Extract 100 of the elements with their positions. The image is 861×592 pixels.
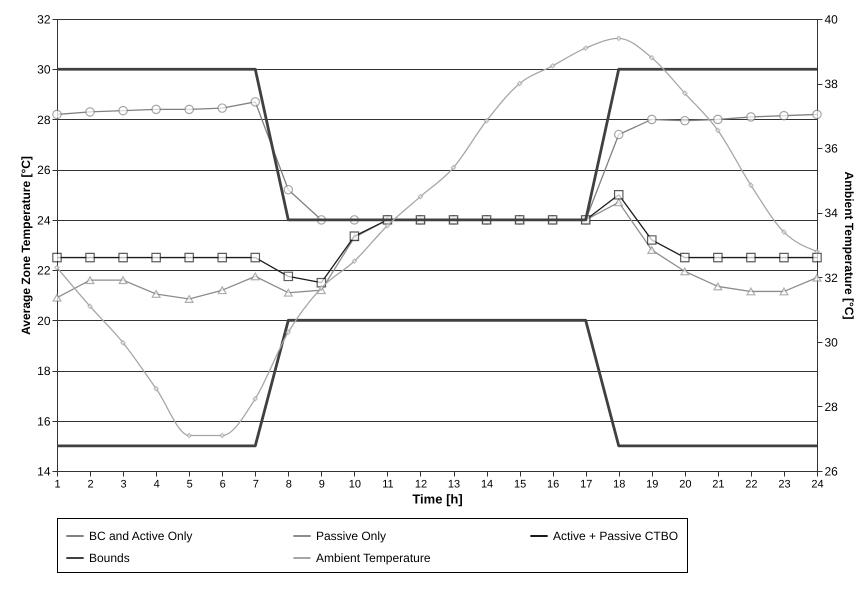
point — [713, 282, 722, 290]
y2-tick-label: 34 — [824, 206, 838, 220]
point — [746, 288, 756, 296]
y-tick-label: 22 — [37, 264, 51, 278]
point — [779, 288, 788, 296]
y-tick-label: 24 — [37, 213, 51, 228]
point — [713, 252, 723, 262]
point — [152, 290, 161, 298]
point — [746, 112, 756, 122]
y2-tick-label: 38 — [824, 77, 838, 92]
point — [118, 276, 128, 284]
point — [746, 252, 756, 262]
point — [682, 90, 688, 96]
y2-tick-label: 26 — [824, 464, 838, 478]
point — [450, 164, 456, 170]
point — [284, 184, 294, 195]
point — [352, 258, 358, 264]
legend-label: BC and Active Only — [89, 529, 192, 543]
x-tick-label: 5 — [186, 478, 193, 490]
x-tick-label: 17 — [580, 478, 592, 490]
point — [85, 107, 95, 117]
legend-label: Passive Only — [316, 529, 386, 543]
point — [151, 252, 161, 262]
point — [384, 222, 390, 228]
point — [284, 288, 293, 297]
x-tick-label: 1 — [54, 478, 61, 490]
point — [781, 229, 787, 235]
y-tick-label: 20 — [37, 314, 51, 328]
x-tick-label: 3 — [120, 478, 127, 490]
x-tick-label: 6 — [220, 478, 226, 490]
x-tick-label: 9 — [318, 478, 325, 490]
legend-label: Bounds — [89, 551, 130, 565]
x-tick-label: 4 — [154, 478, 160, 490]
y2-tick-label: 40 — [824, 12, 838, 26]
point — [153, 386, 159, 392]
x-tick-label: 7 — [252, 478, 259, 490]
point — [284, 272, 294, 282]
point — [217, 103, 227, 113]
point — [120, 340, 126, 346]
point — [614, 190, 624, 200]
point — [151, 104, 161, 114]
point — [218, 286, 227, 294]
y-tick-label: 30 — [37, 62, 51, 77]
x-tick-label: 20 — [679, 478, 692, 490]
x-tick-label: 16 — [547, 478, 560, 490]
y-tick-label: 32 — [37, 12, 51, 26]
point — [647, 114, 657, 124]
x-tick-label: 13 — [448, 478, 460, 490]
x-axis-title: Time [h] — [412, 492, 463, 506]
y2-tick-label: 28 — [824, 400, 838, 414]
point — [286, 329, 292, 335]
point — [118, 252, 128, 262]
point — [715, 128, 721, 134]
point — [250, 97, 260, 107]
x-tick-label: 12 — [414, 478, 428, 490]
point — [219, 432, 225, 438]
point — [647, 246, 656, 254]
y2-tick-label: 30 — [824, 335, 838, 350]
point — [252, 396, 258, 402]
x-tick-label: 24 — [811, 478, 824, 490]
x-tick-label: 19 — [646, 478, 658, 490]
point — [812, 110, 822, 120]
point — [680, 267, 690, 276]
legend-label: Active + Passive CTBO — [553, 529, 678, 543]
point — [550, 63, 556, 69]
y-tick-label: 16 — [37, 414, 51, 428]
point — [118, 106, 128, 116]
point — [647, 235, 657, 245]
point — [616, 36, 622, 42]
point — [86, 276, 95, 284]
x-tick-label: 10 — [348, 478, 362, 490]
point — [250, 252, 260, 262]
point — [649, 55, 655, 60]
point — [812, 252, 822, 262]
y-tick-label: 28 — [37, 112, 51, 127]
point — [52, 252, 62, 262]
point — [184, 104, 194, 114]
point — [814, 248, 820, 254]
point — [184, 252, 194, 262]
point — [186, 432, 192, 438]
point — [779, 110, 789, 120]
x-tick-label: 2 — [87, 478, 94, 490]
point — [680, 252, 690, 262]
point — [680, 116, 690, 126]
point — [85, 252, 95, 262]
x-tick-label: 15 — [514, 478, 526, 490]
y-tick-label: 26 — [37, 163, 51, 178]
point — [484, 118, 490, 124]
point — [582, 45, 588, 51]
x-tick-label: 11 — [382, 478, 394, 490]
legend-label: Ambient Temperature — [316, 551, 431, 565]
x-tick-label: 21 — [712, 478, 724, 490]
y2-axis-title: Ambient Temperature [°C] — [842, 172, 856, 320]
point — [614, 198, 624, 206]
point — [418, 194, 424, 200]
point — [748, 182, 754, 188]
x-tick-label: 18 — [613, 478, 626, 490]
y2-tick-label: 32 — [824, 270, 838, 285]
y-tick-label: 18 — [37, 364, 51, 378]
point — [217, 252, 227, 262]
